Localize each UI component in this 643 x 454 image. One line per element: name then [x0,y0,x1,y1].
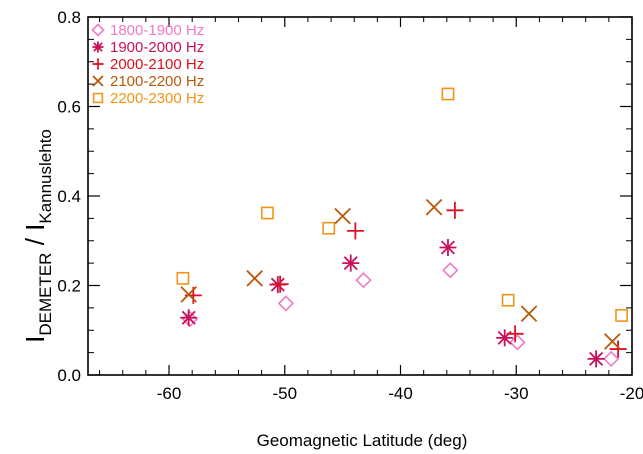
data-point [246,270,263,287]
y-axis-label: IDEMETER / IKannuslehto [20,129,55,343]
legend-item: 2200-2300 Hz [92,90,204,107]
legend-item: 2000-2100 Hz [92,56,204,73]
diamond-marker-shape [603,350,620,368]
square-marker-shape [322,221,336,235]
y-label-main: I [20,336,50,343]
y-label-sub1: DEMETER [36,253,55,336]
asterisk-marker-b [440,240,455,255]
square-marker-shape [501,293,515,307]
diamond-marker-shape [509,334,526,351]
data-point [496,329,514,347]
legend-label: 2200-2300 Hz [110,90,204,107]
series-4 [180,198,621,350]
legend-label: 2000-2100 Hz [110,56,204,73]
data-point [180,286,197,303]
data-point [180,309,198,327]
tick-labels-group: -60 -50 -40 -30 -20 0.0 0.2 0.4 0.6 0.8 [57,8,643,403]
data-point [501,293,515,307]
data-point [441,87,455,101]
diamond-marker-shape [442,262,459,279]
y-tick-label: 0.6 [57,98,81,117]
data-point [271,275,289,293]
x-marker-b [92,75,104,87]
x-marker-b [180,286,197,303]
diamond-marker-shape [355,271,372,289]
legend-marker [92,92,104,104]
square-marker-shape [615,309,628,322]
series-3 [184,201,627,358]
data-point [277,295,295,312]
legend-marker [92,58,104,70]
data-point [346,222,364,240]
data-point [603,350,620,368]
x-tick-label: -40 [388,384,413,403]
y-tick-label: 0.0 [57,366,81,385]
asterisk-marker-b [181,310,196,325]
asterisk-marker-b [589,351,604,366]
x-marker-b [334,207,351,225]
diamond-marker-shape [181,310,198,328]
square-marker-shape [92,92,104,104]
data-point [261,206,274,220]
y-label-sub2: Kannuslehto [36,129,55,224]
data-points-group [176,87,628,368]
x-tick-label: -20 [620,384,643,403]
x-tick-label: -60 [157,384,182,403]
data-point [355,271,372,289]
asterisk-marker-b [343,256,358,271]
data-point [506,325,524,343]
svg-text:IDEMETER / IKannuslehto: IDEMETER / IKannuslehto [20,129,55,343]
x-marker-b [520,305,538,322]
data-point [322,221,336,235]
diamond-marker-shape [91,23,105,37]
data-point [442,262,459,279]
data-point [342,254,360,272]
legend-marker [92,41,104,53]
y-tick-label: 0.2 [57,277,81,296]
data-point [615,309,628,322]
legend-label: 1900-2000 Hz [110,39,204,56]
x-tick-label: -50 [272,384,297,403]
legend-item: 1900-2000 Hz [92,39,204,56]
legend-marker [92,75,104,87]
series-2 [180,238,605,368]
square-marker-shape [261,206,274,220]
series-1 [181,262,620,368]
x-axis-label: Geomagnetic Latitude (deg) [257,431,468,450]
legend-label: 2100-2200 Hz [110,73,204,90]
data-point [609,340,627,358]
square-marker-shape [176,271,190,285]
data-point [439,238,457,256]
data-point [425,198,443,216]
x-marker-b [246,270,263,287]
data-point [604,333,621,350]
data-point [587,350,605,368]
data-point [520,305,538,322]
axis-ticks-group [88,16,633,376]
legend-item: 2100-2200 Hz [92,73,204,90]
x-marker-b [604,333,621,350]
y-tick-label: 0.4 [57,187,81,206]
series-5 [176,87,628,322]
data-point [176,271,190,285]
square-marker-shape [441,87,455,101]
legend-marker [91,23,105,37]
y-tick-label: 0.8 [57,8,81,27]
data-point [181,310,198,328]
y-label-sep: / I [20,224,50,253]
legend-label: 1800-1900 Hz [110,22,204,39]
data-point [446,201,464,219]
data-point [509,334,526,351]
x-tick-label: -30 [504,384,529,403]
legend-item: 1800-1900 Hz [91,22,204,39]
diamond-marker-shape [277,295,295,312]
x-marker-b [425,198,443,216]
data-point [334,207,351,225]
asterisk-marker-b [93,42,103,52]
